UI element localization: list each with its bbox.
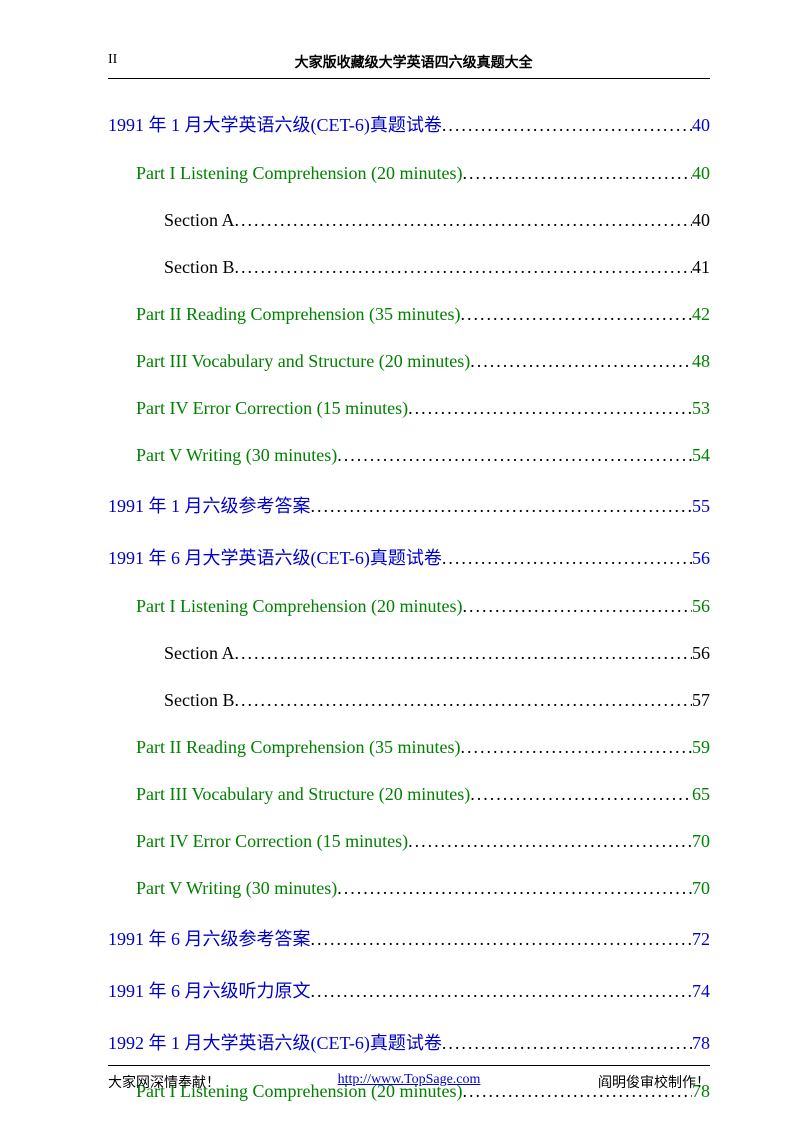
toc-entry-label: Part II Reading Comprehension (35 minute… — [136, 737, 460, 758]
toc-entry-label: 1991 年 6 月大学英语六级(CET-6)真题试卷 — [108, 544, 442, 570]
toc-entry-dots — [470, 351, 692, 372]
toc-entry-label: Part IV Error Correction (15 minutes) — [136, 831, 408, 852]
toc-entry-page: 55 — [692, 496, 710, 517]
toc-entry-page: 56 — [692, 643, 710, 664]
toc-entry-dots — [442, 1033, 692, 1054]
toc-entry[interactable]: Part I Listening Comprehension (20 minut… — [136, 596, 710, 617]
toc-entry-dots — [460, 737, 692, 758]
toc-entry-label: 1992 年 1 月大学英语六级(CET-6)真题试卷 — [108, 1029, 442, 1055]
toc-entry-dots — [408, 831, 692, 852]
toc-entry-page: 70 — [692, 831, 710, 852]
document-page: II 大家版收藏级大学英语四六级真题大全 1991 年 1 月大学英语六级(CE… — [0, 0, 800, 1132]
footer-link-wrap: http://www.TopSage.com — [309, 1072, 510, 1092]
toc-entry[interactable]: 1991 年 1 月六级参考答案 55 — [108, 492, 710, 518]
toc-entry-page: 78 — [692, 1033, 710, 1054]
toc-entry-page: 40 — [692, 115, 710, 136]
toc-entry-dots — [442, 548, 692, 569]
toc-entry[interactable]: 1991 年 6 月六级参考答案 72 — [108, 925, 710, 951]
toc-entry-label: Part V Writing (30 minutes) — [136, 878, 337, 899]
toc-entry-page: 40 — [692, 210, 710, 231]
page-footer: 大家网深情奉献！ http://www.TopSage.com 阎明俊审校制作！ — [108, 1065, 710, 1092]
toc-entry[interactable]: Section B 57 — [164, 690, 710, 711]
toc-entry[interactable]: Part V Writing (30 minutes) 70 — [136, 878, 710, 899]
toc-entry-page: 41 — [692, 257, 710, 278]
footer-right-text: 阎明俊审校制作！ — [509, 1072, 710, 1092]
toc-entry[interactable]: Part I Listening Comprehension (20 minut… — [136, 163, 710, 184]
toc-entry[interactable]: Part IV Error Correction (15 minutes) 53 — [136, 398, 710, 419]
toc-entry[interactable]: Part III Vocabulary and Structure (20 mi… — [136, 351, 710, 372]
toc-entry[interactable]: Section B 41 — [164, 257, 710, 278]
toc-entry-label: Section B — [164, 257, 235, 278]
toc-entry-dots — [462, 163, 692, 184]
header-rule — [108, 78, 710, 79]
toc-entry-label: Part I Listening Comprehension (20 minut… — [136, 596, 462, 617]
toc-entry-page: 56 — [692, 596, 710, 617]
footer-rule — [108, 1065, 710, 1066]
toc-entry-page: 74 — [692, 981, 710, 1002]
footer-row: 大家网深情奉献！ http://www.TopSage.com 阎明俊审校制作！ — [108, 1072, 710, 1092]
toc-entry-page: 70 — [692, 878, 710, 899]
toc-entry[interactable]: Section A 40 — [164, 210, 710, 231]
toc-entry-label: 1991 年 6 月六级听力原文 — [108, 977, 311, 1003]
toc-entry-dots — [235, 257, 693, 278]
footer-link[interactable]: http://www.TopSage.com — [338, 1072, 481, 1087]
toc-entry-dots — [311, 929, 693, 950]
toc-entry[interactable]: Part III Vocabulary and Structure (20 mi… — [136, 784, 710, 805]
toc-entry-label: 1991 年 1 月六级参考答案 — [108, 492, 311, 518]
toc-entry-dots — [311, 496, 693, 517]
header-page-number: II — [108, 52, 117, 72]
toc-entry-dots — [311, 981, 693, 1002]
toc-entry-page: 59 — [692, 737, 710, 758]
toc-entry-label: Section B — [164, 690, 235, 711]
toc-entry-page: 54 — [692, 445, 710, 466]
toc-entry-page: 42 — [692, 304, 710, 325]
toc-entry[interactable]: 1991 年 6 月六级听力原文 74 — [108, 977, 710, 1003]
toc-entry[interactable]: 1991 年 6 月大学英语六级(CET-6)真题试卷 56 — [108, 544, 710, 570]
toc-entry-page: 53 — [692, 398, 710, 419]
table-of-contents: 1991 年 1 月大学英语六级(CET-6)真题试卷 40 Part I Lis… — [108, 111, 710, 1102]
toc-entry-dots — [235, 643, 693, 664]
toc-entry-page: 48 — [692, 351, 710, 372]
toc-entry-label: Part III Vocabulary and Structure (20 mi… — [136, 351, 470, 372]
toc-entry-label: Part II Reading Comprehension (35 minute… — [136, 304, 460, 325]
toc-entry-label: 1991 年 1 月大学英语六级(CET-6)真题试卷 — [108, 111, 442, 137]
toc-entry[interactable]: Part II Reading Comprehension (35 minute… — [136, 304, 710, 325]
toc-entry-label: Part IV Error Correction (15 minutes) — [136, 398, 408, 419]
page-header: II 大家版收藏级大学英语四六级真题大全 — [108, 52, 710, 72]
toc-entry-dots — [460, 304, 692, 325]
toc-entry[interactable]: Section A 56 — [164, 643, 710, 664]
toc-entry[interactable]: Part II Reading Comprehension (35 minute… — [136, 737, 710, 758]
toc-entry-page: 65 — [692, 784, 710, 805]
toc-entry-page: 72 — [692, 929, 710, 950]
toc-entry-label: Section A — [164, 210, 235, 231]
toc-entry[interactable]: Part IV Error Correction (15 minutes) 70 — [136, 831, 710, 852]
footer-left-text: 大家网深情奉献！ — [108, 1072, 309, 1092]
toc-entry-page: 56 — [692, 548, 710, 569]
toc-entry-dots — [337, 445, 692, 466]
toc-entry-dots — [235, 690, 693, 711]
header-title: 大家版收藏级大学英语四六级真题大全 — [117, 52, 710, 72]
toc-entry-page: 57 — [692, 690, 710, 711]
toc-entry-dots — [235, 210, 693, 231]
toc-entry[interactable]: 1992 年 1 月大学英语六级(CET-6)真题试卷 78 — [108, 1029, 710, 1055]
toc-entry[interactable]: 1991 年 1 月大学英语六级(CET-6)真题试卷 40 — [108, 111, 710, 137]
toc-entry-dots — [462, 596, 692, 617]
toc-entry-label: 1991 年 6 月六级参考答案 — [108, 925, 311, 951]
toc-entry[interactable]: Part V Writing (30 minutes) 54 — [136, 445, 710, 466]
toc-entry-label: Part I Listening Comprehension (20 minut… — [136, 163, 462, 184]
toc-entry-dots — [337, 878, 692, 899]
toc-entry-dots — [408, 398, 692, 419]
toc-entry-dots — [442, 115, 692, 136]
toc-entry-page: 40 — [692, 163, 710, 184]
toc-entry-label: Section A — [164, 643, 235, 664]
toc-entry-label: Part V Writing (30 minutes) — [136, 445, 337, 466]
toc-entry-dots — [470, 784, 692, 805]
toc-entry-label: Part III Vocabulary and Structure (20 mi… — [136, 784, 470, 805]
